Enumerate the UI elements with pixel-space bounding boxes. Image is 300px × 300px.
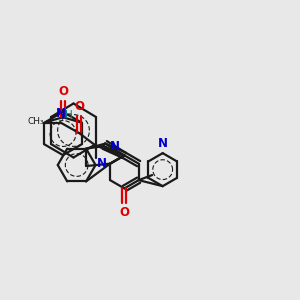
Text: CH₃: CH₃: [28, 117, 44, 126]
Text: O: O: [74, 100, 84, 113]
Text: N: N: [110, 140, 120, 153]
Text: N: N: [97, 157, 106, 170]
Text: O: O: [119, 206, 129, 219]
Text: N: N: [56, 107, 66, 120]
Text: N: N: [158, 137, 168, 150]
Text: H: H: [65, 110, 72, 120]
Text: O: O: [58, 85, 68, 98]
